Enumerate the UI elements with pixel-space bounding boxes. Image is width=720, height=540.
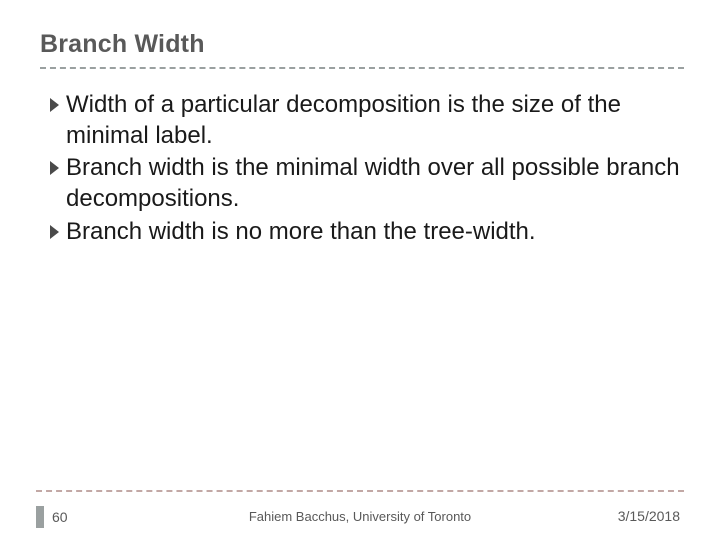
slide: Branch Width Width of a particular decom… — [0, 0, 720, 540]
list-item: Width of a particular decomposition is t… — [50, 90, 680, 151]
content: Width of a particular decomposition is t… — [50, 90, 680, 250]
page-title: Branch Width — [40, 30, 684, 63]
header-rule — [40, 67, 684, 69]
list-item: Branch width is the minimal width over a… — [50, 153, 680, 214]
header: Branch Width — [40, 30, 684, 69]
bullet-text: Branch width is no more than the tree-wi… — [66, 217, 536, 248]
triangle-right-icon — [50, 98, 60, 112]
footer-center: Fahiem Bacchus, University of Toronto — [0, 509, 720, 524]
bullet-text: Branch width is the minimal width over a… — [66, 153, 680, 214]
list-item: Branch width is no more than the tree-wi… — [50, 217, 680, 248]
footer-rule — [36, 490, 684, 492]
triangle-right-icon — [50, 225, 60, 239]
footer-date: 3/15/2018 — [618, 508, 680, 524]
bullet-text: Width of a particular decomposition is t… — [66, 90, 680, 151]
triangle-right-icon — [50, 161, 60, 175]
